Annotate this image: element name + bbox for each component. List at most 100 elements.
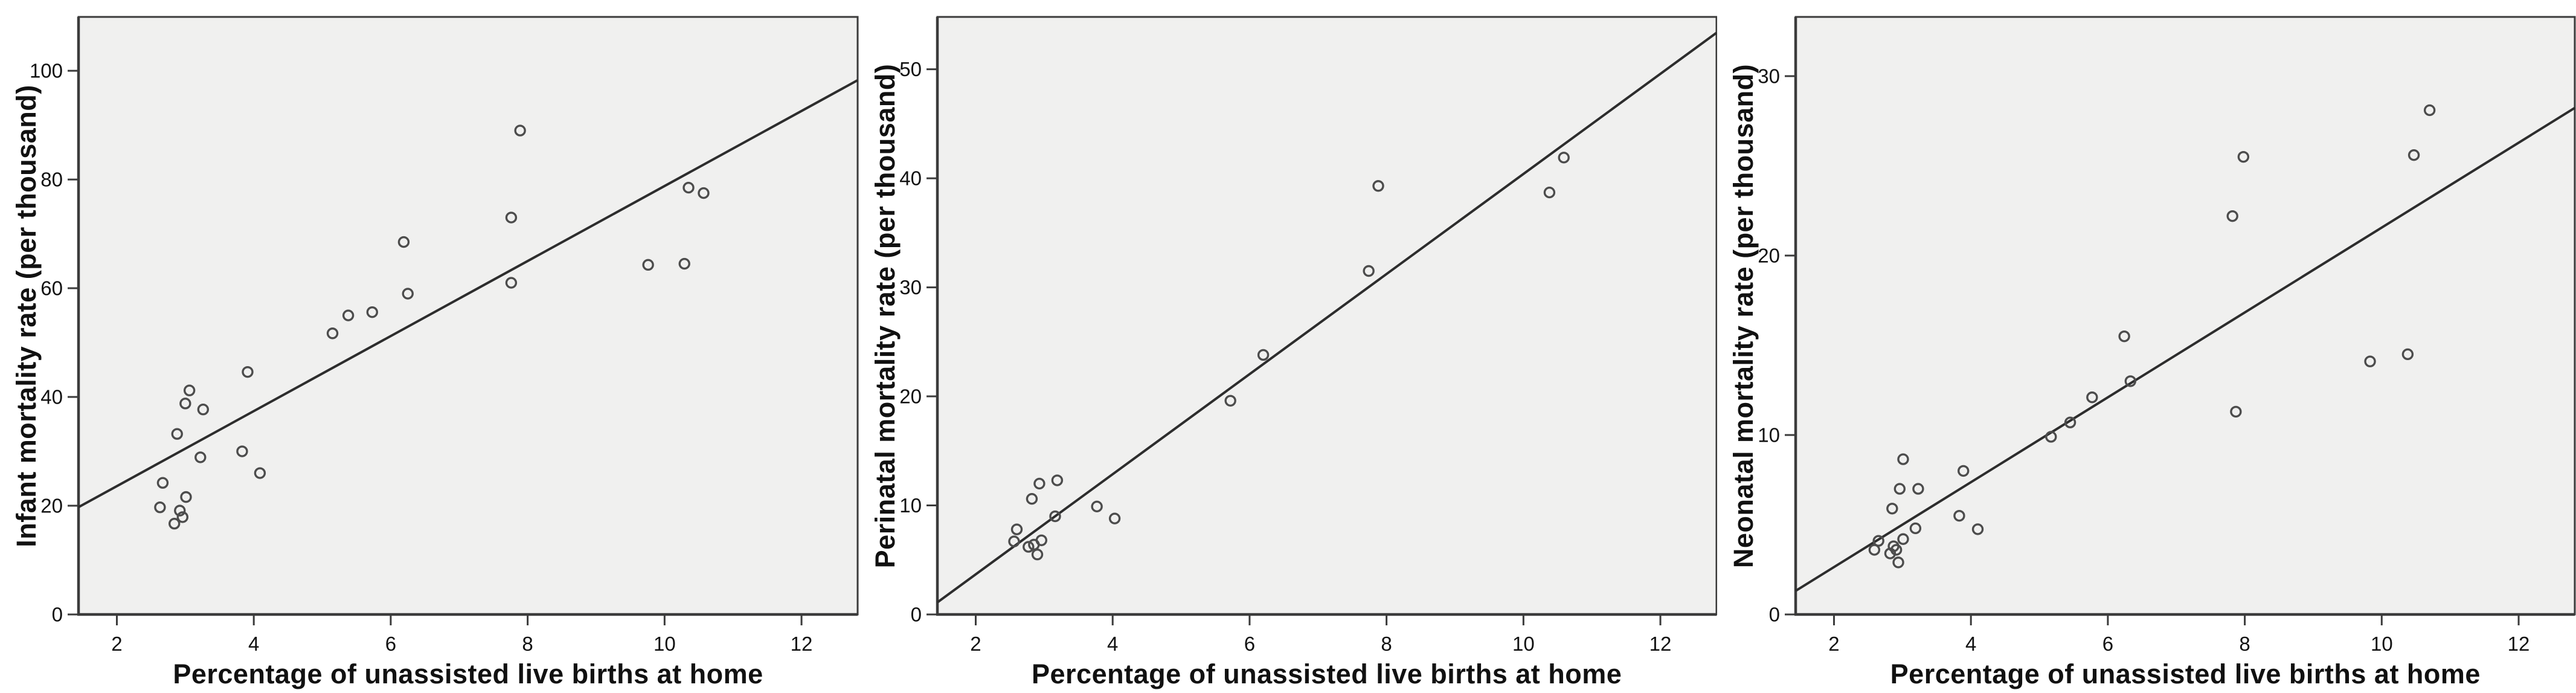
- plot-area: [77, 16, 859, 616]
- x-tick-label: 12: [1649, 633, 1671, 655]
- data-point-marker: [168, 518, 181, 530]
- data-point-marker: [2230, 405, 2242, 418]
- data-point-marker: [1558, 152, 1570, 164]
- data-point-marker: [1543, 186, 1555, 199]
- x-tick-label: 2: [970, 633, 981, 655]
- data-point-marker: [1031, 549, 1043, 561]
- data-point-marker: [678, 257, 690, 270]
- x-axis-title: Percentage of unassisted live births at …: [1032, 659, 1622, 689]
- data-point-marker: [1972, 523, 1984, 535]
- perinatal-mortality-scatter-chart: 2 4 6 8 10 12 0 10 20 30 40 50: [899, 16, 1718, 655]
- data-point-marker: [2402, 348, 2414, 361]
- x-tick-label: 12: [2508, 633, 2530, 655]
- x-tick-label: 8: [2240, 633, 2250, 655]
- x-tick-label: 6: [1244, 633, 1254, 655]
- y-axis-title: Infant mortality rate (per thousand): [11, 85, 42, 547]
- x-axis-title: Percentage of unassisted live births at …: [173, 659, 763, 689]
- data-point-marker: [342, 309, 355, 321]
- y-tick-label: 30: [899, 276, 922, 298]
- data-point-marker: [1108, 512, 1120, 524]
- y-tick-label: 10: [899, 494, 922, 517]
- x-tick-label: 4: [1965, 633, 1976, 655]
- data-point-marker: [1022, 541, 1035, 553]
- data-point-marker: [1049, 510, 1061, 523]
- data-point-marker: [642, 259, 654, 271]
- data-point-marker: [1091, 500, 1103, 513]
- data-point-marker: [242, 366, 254, 378]
- plot-area: [1794, 16, 2576, 616]
- x-tick-label: 12: [791, 633, 813, 655]
- regression-line: [936, 31, 1717, 604]
- data-point-marker: [1035, 534, 1047, 546]
- data-point-marker: [1007, 535, 1020, 547]
- data-point-marker: [254, 467, 266, 479]
- data-point-marker: [2364, 355, 2377, 367]
- y-tick-label: 0: [1769, 603, 1780, 625]
- x-tick-label: 10: [1512, 633, 1535, 655]
- y-tick-label: 20: [1758, 245, 1781, 267]
- panel-neonatal-mortality: 2 4 6 8 10 12 0 10 20 30 Neonatal mortality rate …: [1717, 0, 2576, 693]
- data-point-marker: [1010, 523, 1023, 535]
- x-axis-title: Percentage of unassisted live births at …: [1890, 659, 2481, 689]
- data-point-marker: [1958, 465, 1970, 477]
- y-tick-label: 10: [1758, 424, 1781, 446]
- data-point-marker: [683, 181, 695, 194]
- x-tick-label: 6: [385, 633, 396, 655]
- data-point-marker: [1953, 509, 1965, 522]
- data-point-marker: [514, 124, 526, 137]
- x-tick-label: 4: [1107, 633, 1118, 655]
- data-point-marker: [2226, 210, 2239, 222]
- plot-area: [936, 16, 1718, 616]
- data-point-marker: [156, 477, 169, 489]
- y-tick-label: 20: [899, 385, 922, 408]
- y-tick-label: 50: [899, 58, 922, 80]
- data-point-marker: [2237, 150, 2250, 163]
- y-tick-label: 80: [40, 169, 63, 191]
- y-tick-label: 60: [40, 277, 63, 300]
- x-tick-label: 4: [248, 633, 259, 655]
- data-point-marker: [326, 327, 339, 340]
- regression-line: [78, 79, 858, 509]
- x-tick-label: 10: [654, 633, 676, 655]
- x-tick-label: 8: [522, 633, 533, 655]
- y-axis-title: Perinatal mortality rate (per thousand): [869, 63, 901, 569]
- y-tick-label: 100: [30, 60, 63, 82]
- data-point-marker: [402, 288, 414, 300]
- data-point-marker: [174, 504, 186, 517]
- data-point-marker: [366, 306, 378, 318]
- data-point-marker: [1897, 533, 1909, 545]
- data-point-marker: [1872, 535, 1885, 547]
- data-point-marker: [180, 491, 192, 503]
- data-point-marker: [2408, 149, 2420, 161]
- data-point-marker: [194, 451, 207, 463]
- data-point-marker: [397, 236, 410, 248]
- y-tick-label: 20: [40, 495, 63, 517]
- data-point-marker: [176, 511, 188, 523]
- data-point-marker: [2045, 431, 2057, 443]
- panel-perinatal-mortality: 2 4 6 8 10 12 0 10 20 30 40 50 Perinatal mortality …: [859, 0, 1718, 693]
- regression-line: [1795, 106, 2576, 592]
- data-point-marker: [1026, 492, 1038, 505]
- y-tick-label: 40: [899, 167, 922, 190]
- infant-mortality-scatter-chart: 2 4 6 8 10 12 0 20 40 60 80 100: [30, 16, 859, 655]
- data-point-marker: [1912, 483, 1924, 495]
- data-point-marker: [1892, 556, 1905, 569]
- data-point-marker: [1051, 474, 1063, 486]
- y-tick-label: 30: [1758, 65, 1781, 88]
- data-point-marker: [171, 428, 183, 440]
- x-tick-label: 6: [2102, 633, 2113, 655]
- y-tick-label: 0: [910, 603, 921, 625]
- data-point-marker: [197, 404, 210, 416]
- data-point-marker: [2124, 375, 2137, 387]
- data-point-marker: [1363, 265, 1375, 277]
- data-point-marker: [1033, 477, 1045, 490]
- data-point-marker: [1909, 522, 1922, 535]
- y-tick-label: 40: [40, 386, 63, 408]
- data-point-marker: [183, 384, 196, 396]
- data-point-marker: [179, 398, 191, 410]
- data-point-marker: [2118, 330, 2131, 343]
- y-axis-title: Neonatal mortality rate (per thousand): [1728, 63, 1759, 569]
- data-point-marker: [505, 277, 518, 289]
- data-point-marker: [505, 211, 518, 224]
